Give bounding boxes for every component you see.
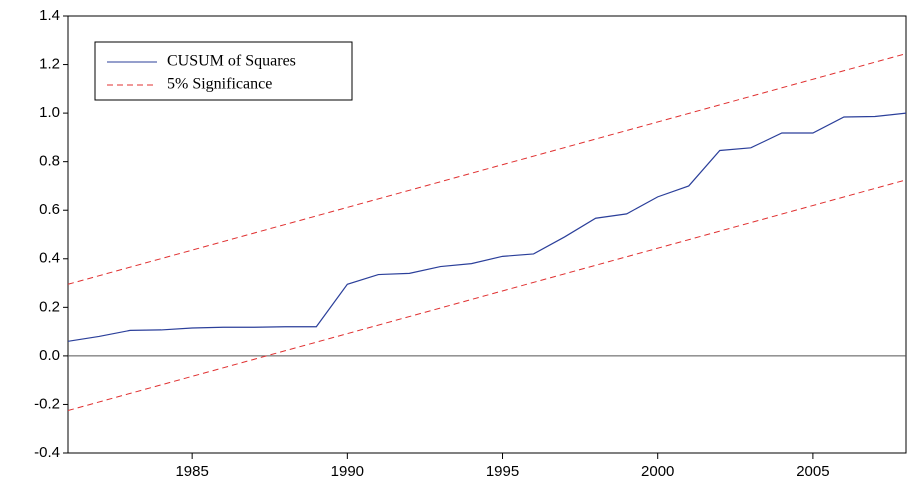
y-tick-label: 1.0 [39,104,60,121]
x-tick-label: 1985 [175,463,208,480]
significance-line [67,179,907,411]
plot-frame [67,15,907,454]
x-tick-label: 1995 [486,463,519,480]
y-tick-label: 1.4 [39,7,60,24]
x-tick-label: 1990 [331,463,364,480]
y-tick-label: 1.2 [39,56,60,73]
legend-box [94,41,353,101]
x-tick-label: 2005 [796,463,829,480]
legend-label: 5% Significance [167,76,272,93]
y-tick-label: 0.2 [39,298,60,315]
legend-label: CUSUM of Squares [167,53,296,70]
y-tick-label: 0.0 [39,347,60,364]
y-tick-label: 0.4 [39,250,60,267]
series-line [67,112,907,342]
significance-line [67,53,907,285]
x-tick-label: 2000 [641,463,674,480]
y-tick-label: 0.6 [39,201,60,218]
y-tick-label: -0.2 [34,395,60,412]
y-tick-label: -0.4 [34,444,60,461]
y-tick-label: 0.8 [39,153,60,170]
